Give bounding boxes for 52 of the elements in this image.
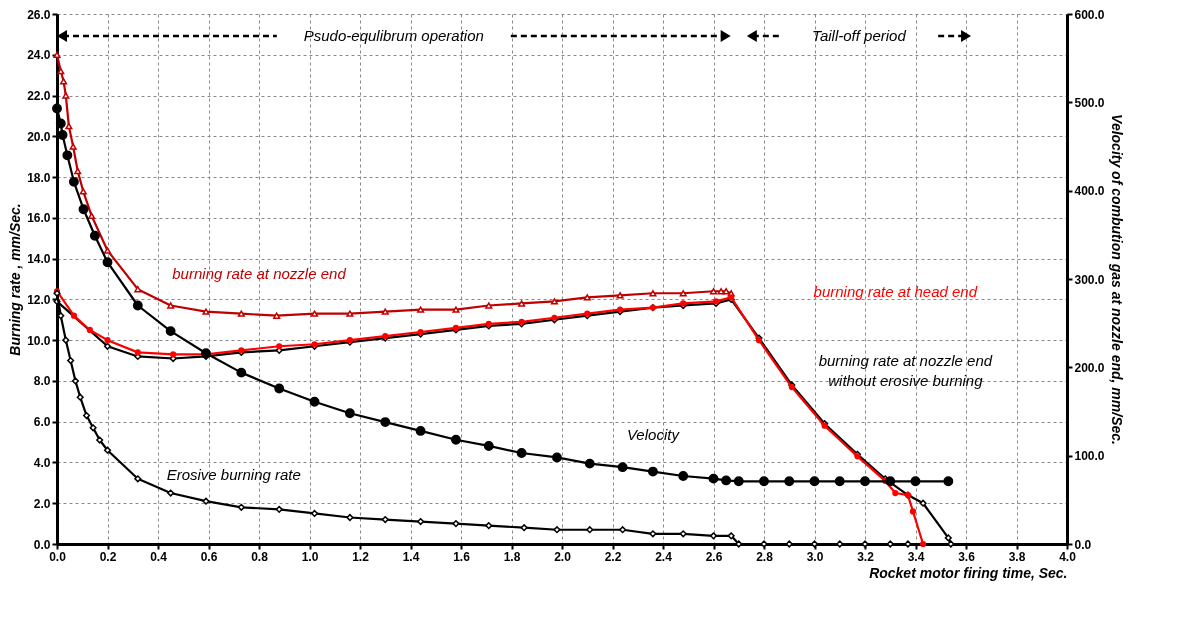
y-tick-label: 12.0 xyxy=(27,292,51,307)
y2-tick-label: 400.0 xyxy=(1074,184,1105,199)
x-tick-label: 2.4 xyxy=(655,549,673,564)
y2-tick-label: 500.0 xyxy=(1074,95,1105,110)
y-tick-label: 4.0 xyxy=(33,455,51,470)
series-label: Velocity xyxy=(626,426,681,444)
y-tick-label: 14.0 xyxy=(27,252,51,267)
x-tick-label: 2.2 xyxy=(604,549,622,564)
x-tick-label: 1.8 xyxy=(503,549,521,564)
y-tick-label: 6.0 xyxy=(33,415,51,430)
y2-tick-label: 0.0 xyxy=(1074,537,1092,552)
series-label: burning rate at nozzle end xyxy=(172,264,347,282)
y2-tick-label: 300.0 xyxy=(1074,272,1105,287)
y2-axis-title: Velocity of combution gas at nozzle end, mm/Sec. xyxy=(1108,114,1125,445)
x-tick-label: 2.0 xyxy=(554,549,572,564)
x-tick-label: 1.6 xyxy=(453,549,471,564)
x-tick-label: 3.0 xyxy=(806,549,824,564)
x-tick-label: 3.6 xyxy=(958,549,976,564)
x-axis-title: Rocket motor firing time, Sec. xyxy=(869,564,1068,581)
y-tick-label: 22.0 xyxy=(27,89,51,104)
x-tick-label: 0.8 xyxy=(251,549,269,564)
y-tick-label: 18.0 xyxy=(27,170,51,185)
series-label: burning rate at nozzle end without erosive burning xyxy=(818,352,993,390)
x-tick-label: 0.0 xyxy=(49,549,67,564)
x-tick-label: 3.2 xyxy=(857,549,875,564)
y-tick-label: 16.0 xyxy=(27,211,51,226)
y-tick-label: 0.0 xyxy=(33,537,51,552)
text: burning rate at head end xyxy=(813,283,978,301)
annotation: Taill-off period xyxy=(812,27,907,44)
y2-tick-label: 100.0 xyxy=(1074,449,1105,464)
x-tick-label: 3.8 xyxy=(1008,549,1026,564)
y-tick-label: 20.0 xyxy=(27,129,51,144)
x-tick-label: 0.4 xyxy=(150,549,168,564)
y-axis-title: Burning rate , mm/Sec. xyxy=(7,203,24,356)
x-tick-label: 1.0 xyxy=(301,549,319,564)
y-tick-label: 24.0 xyxy=(27,48,51,63)
x-tick-label: 2.8 xyxy=(756,549,774,564)
series-label: Erosive burning rate xyxy=(166,466,301,484)
x-tick-label: 2.6 xyxy=(705,549,723,564)
x-tick-label: 1.2 xyxy=(352,549,370,564)
x-tick-label: 3.4 xyxy=(907,549,925,564)
y-tick-label: 8.0 xyxy=(33,374,51,389)
y-tick-label: 26.0 xyxy=(27,7,51,22)
y2-tick-label: 200.0 xyxy=(1074,360,1105,375)
y-tick-label: 2.0 xyxy=(33,496,51,511)
y2-tick-label: 600.0 xyxy=(1074,7,1105,22)
x-tick-label: 0.2 xyxy=(99,549,117,564)
x-tick-label: 1.4 xyxy=(402,549,420,564)
annotation: Psudo-equlibrum operation xyxy=(303,27,484,44)
y-tick-label: 10.0 xyxy=(27,333,51,348)
x-tick-label: 4.0 xyxy=(1059,549,1077,564)
x-tick-label: 0.6 xyxy=(200,549,218,564)
